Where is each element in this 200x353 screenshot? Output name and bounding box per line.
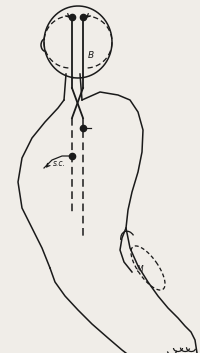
Text: M: M bbox=[136, 264, 143, 274]
Text: B: B bbox=[88, 50, 94, 60]
Text: s.c.: s.c. bbox=[53, 158, 66, 168]
